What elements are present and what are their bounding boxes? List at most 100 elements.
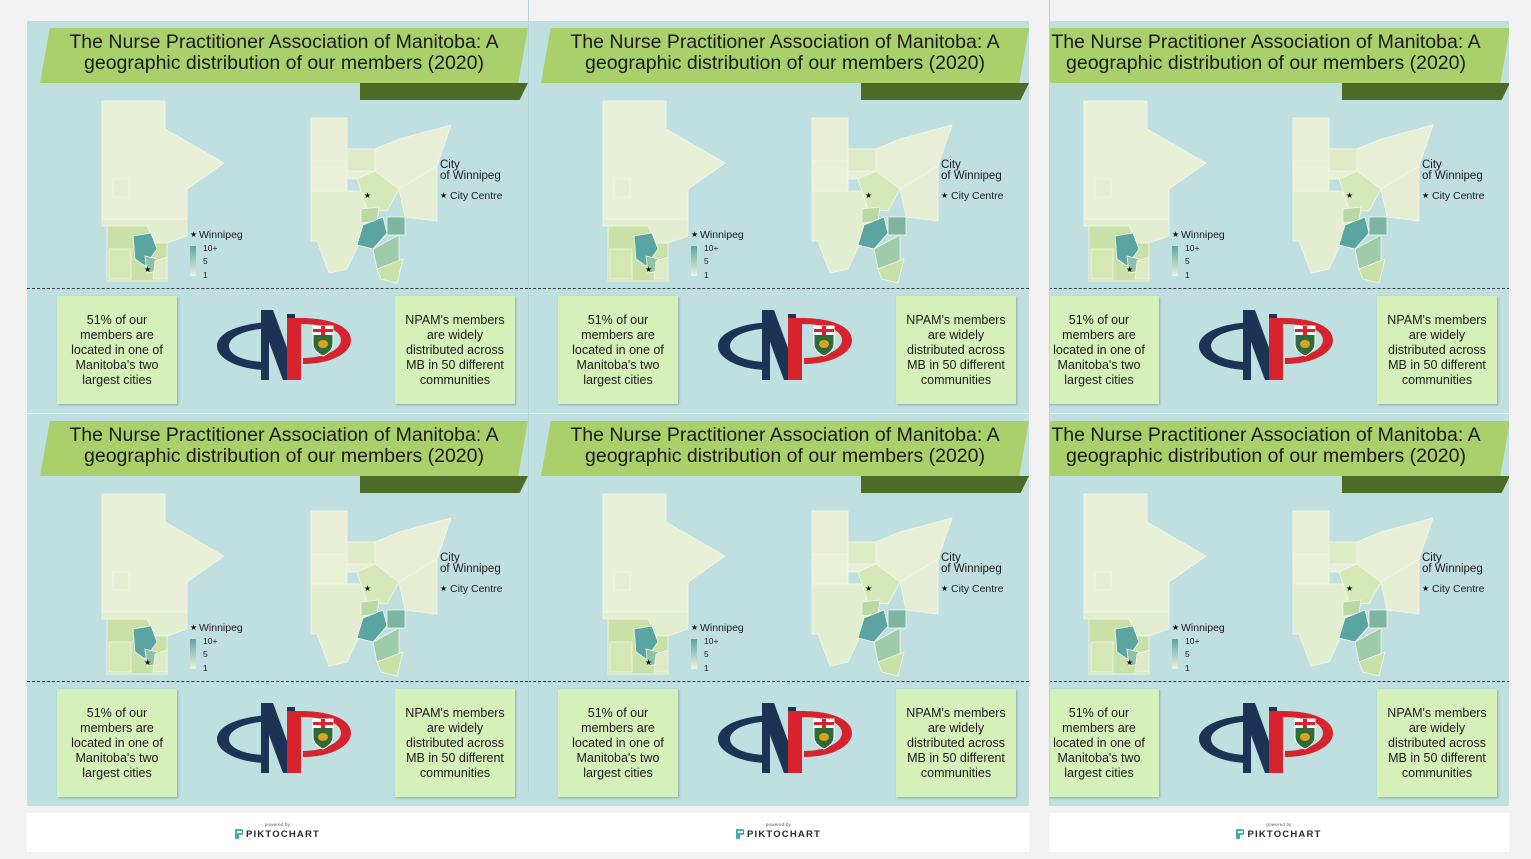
city-ward-c [1338,563,1382,605]
maps: ★ ★ ★ ★ [1083,100,1434,284]
note-distribution-text: NPAM's members are widely distributed ac… [1387,312,1487,387]
section-divider [27,288,528,289]
logo-red-swoosh [301,318,351,364]
legend-min-label: 1 [203,663,208,673]
city-title-line-2: of Winnipeg [941,170,1002,182]
province-southwest-area [1090,641,1114,673]
city-south-ward [1358,258,1386,284]
note-cities-text: 51% of our members are located in one of… [71,312,163,387]
city-of-winnipeg-title: City of Winnipeg [941,159,1002,182]
logo-letter-p-stem [1269,711,1283,773]
title-line-1: The Nurse Practitioner Association of Ma… [570,31,1000,53]
section-divider [1049,288,1509,289]
province-southwest-area [108,641,132,673]
province-southeast-area [152,649,168,673]
winnipeg-city-map [811,117,953,284]
city-centre-label: City Centre [1432,190,1485,202]
city-of-winnipeg-title: City of Winnipeg [941,552,1002,575]
title-banner [40,28,528,83]
city-centre-label: City Centre [951,583,1004,595]
column-divider [1049,0,1050,792]
logo-letter-p-stem [788,318,802,380]
logo-navy-swoosh [1199,715,1259,763]
province-north-region [101,100,225,220]
winnipeg-marker-label: Winnipeg [700,622,744,634]
winnipeg-legend-star: ★ [691,230,698,239]
city-ward-d [1368,216,1388,236]
logo-letter-p-stem [788,711,802,773]
piktochart-logo[interactable]: PIKTOCHART [27,829,528,840]
province-north-east-lakes [112,571,130,591]
province-north-east-lakes [1094,571,1112,591]
maps: ★ ★ ★ ★ [602,493,953,677]
city-ward-b [310,553,348,585]
section-divider [27,681,528,682]
title-line-1: The Nurse Practitioner Association of Ma… [69,424,499,446]
city-centre-star: ★ [1346,584,1353,593]
winnipeg-star: ★ [1126,658,1133,667]
section-divider [528,681,1029,682]
city-centre-star: ★ [865,191,872,200]
logo-letter-p-stem [287,711,301,773]
note-distribution: NPAM's members are widely distributed ac… [1377,296,1497,404]
logo-navy-swoosh [718,715,778,763]
city-title-line-1: City [1422,552,1442,564]
logo-letter-n [762,703,796,773]
city-ward-a [346,541,376,565]
city-ward-c [1338,170,1382,212]
province-north-region [602,100,726,220]
legend-color-bar [1172,246,1178,276]
city-ward-b [1292,160,1330,192]
province-southeast-area [653,256,669,280]
city-west-region [1292,583,1348,667]
city-high-ward [857,216,889,250]
winnipeg-legend-star: ★ [691,623,698,632]
city-high-ward [356,216,388,250]
note-cities: 51% of our members are located in one of… [1049,296,1159,404]
npam-logo [1199,310,1333,380]
title-banner [40,421,528,476]
infographic-tile: The Nurse Practitioner Association of Ma… [528,21,1029,413]
province-southwest-area [609,248,633,280]
legend-mid-label: 5 [1185,256,1190,266]
logo-letter-n [261,310,295,380]
city-of-winnipeg-title: City of Winnipeg [440,552,501,575]
city-ward-d [887,609,907,629]
piktochart-logo[interactable]: PIKTOCHART [528,829,1029,840]
province-north-region [602,493,726,613]
city-ward-b [310,160,348,192]
legend-color-bar [190,639,196,669]
title-line-2: geographic distribution of our members (… [1066,52,1466,74]
province-southeast-area [152,256,168,280]
manitoba-province-map [101,100,225,282]
infographic-panel: The Nurse Practitioner Association of Ma… [1049,21,1509,413]
city-title-line-2: of Winnipeg [1422,563,1483,575]
manitoba-province-map [602,100,726,282]
province-north-region [1083,100,1207,220]
manitoba-crest-icon [312,718,334,750]
city-centre-legend-star: ★ [1422,191,1429,200]
note-distribution-text: NPAM's members are widely distributed ac… [405,312,505,387]
province-southeast-area [653,649,669,673]
title-line-2: geographic distribution of our members (… [585,52,985,74]
piktochart-logo[interactable]: PIKTOCHART [1049,829,1509,840]
legend-min-label: 1 [203,270,208,280]
logo-red-swoosh [802,318,852,364]
manitoba-province-map [602,493,726,675]
winnipeg-star: ★ [144,265,151,274]
note-cities-text: 51% of our members are located in one of… [71,705,163,780]
infographic-panel: The Nurse Practitioner Association of Ma… [27,21,528,413]
infographic-tile: The Nurse Practitioner Association of Ma… [528,414,1029,806]
manitoba-crest-icon [312,325,334,357]
city-west-region [310,190,366,274]
city-ward-b [811,553,849,585]
city-title-line-1: City [440,159,460,171]
city-west-region [811,190,867,274]
city-title-line-2: of Winnipeg [941,563,1002,575]
note-distribution-text: NPAM's members are widely distributed ac… [1387,705,1487,780]
city-high-ward [1338,609,1370,643]
logo-red-swoosh [301,711,351,757]
infographic-tile: The Nurse Practitioner Association of Ma… [1049,414,1509,806]
piktochart-icon [736,829,745,839]
title-line-2: geographic distribution of our members (… [84,52,484,74]
